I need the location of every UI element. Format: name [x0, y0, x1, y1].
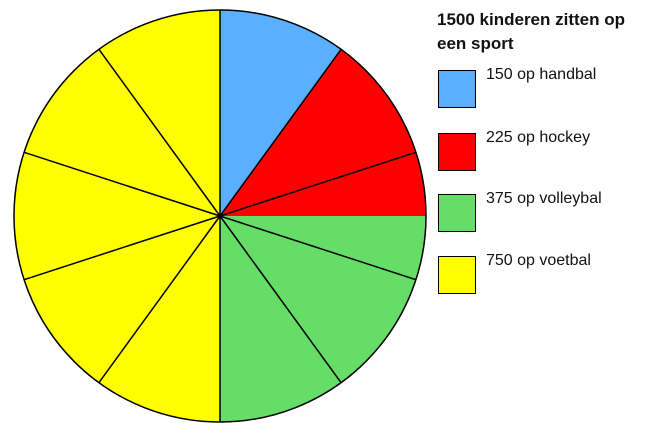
- pie-chart: [13, 9, 427, 423]
- legend-item-hockey: 225 op hockey: [437, 129, 652, 173]
- pie-slice-handbal: [220, 10, 342, 216]
- pie-dividers: [23, 10, 417, 422]
- pie-divider-line: [219, 151, 417, 217]
- legend-item-voetbal: 750 op voetbal: [437, 252, 652, 296]
- pie-divider-line: [23, 151, 221, 217]
- chart-title: 1500 kinderen zitten op een sport: [437, 10, 625, 53]
- legend-label-hockey: 225 op hockey: [486, 129, 591, 146]
- pie-divider-line: [219, 215, 342, 384]
- legend-swatch-handbal: [438, 70, 476, 108]
- legend-label-voetbal: 750 op voetbal: [486, 252, 591, 269]
- legend-swatch-volleybal: [438, 194, 476, 232]
- legend-item-handbal: 150 op handbal: [437, 66, 652, 110]
- legend-swatch-voetbal: [438, 256, 476, 294]
- pie-slice-hockey: [220, 49, 426, 216]
- pie-divider-line: [98, 48, 221, 217]
- pie-divider-line: [219, 215, 417, 281]
- pie-slices: [14, 10, 426, 422]
- pie-divider-line: [98, 215, 221, 384]
- pie-slice-voetbal: [14, 10, 220, 422]
- legend-label-volleybal: 375 op volleybal: [486, 190, 602, 207]
- pie-outline: [13, 9, 427, 423]
- pie-slice-volleybal: [220, 216, 426, 422]
- legend-swatch-hockey: [438, 133, 476, 171]
- pie-divider-line: [23, 215, 221, 281]
- legend-item-volleybal: 375 op volleybal: [437, 190, 652, 234]
- pie-divider-line: [219, 48, 342, 217]
- legend-label-handbal: 150 op handbal: [486, 66, 597, 83]
